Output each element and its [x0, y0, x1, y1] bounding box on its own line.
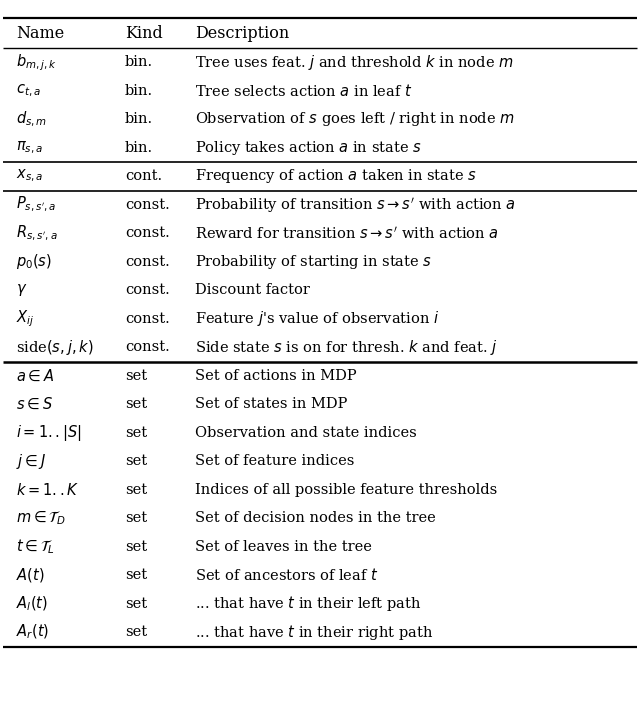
- Text: set: set: [125, 369, 147, 383]
- Text: Feature $j$'s value of observation $i$: Feature $j$'s value of observation $i$: [195, 310, 440, 329]
- Text: $A_l(t)$: $A_l(t)$: [16, 595, 48, 613]
- Text: $a \in A$: $a \in A$: [16, 368, 54, 383]
- Text: const.: const.: [125, 198, 170, 212]
- Text: Set of ancestors of leaf $t$: Set of ancestors of leaf $t$: [195, 567, 379, 583]
- Text: bin.: bin.: [125, 55, 153, 69]
- Text: set: set: [125, 568, 147, 582]
- Text: $p_0(s)$: $p_0(s)$: [16, 252, 52, 271]
- Text: Discount factor: Discount factor: [195, 283, 310, 297]
- Text: bin.: bin.: [125, 112, 153, 126]
- Text: $A_r(t)$: $A_r(t)$: [16, 623, 49, 642]
- Text: set: set: [125, 454, 147, 468]
- Text: Policy takes action $a$ in state $s$: Policy takes action $a$ in state $s$: [195, 139, 422, 157]
- Text: $k = 1..K$: $k = 1..K$: [16, 482, 79, 498]
- Text: $\gamma$: $\gamma$: [16, 282, 28, 298]
- Text: $s \in S$: $s \in S$: [16, 397, 53, 412]
- Text: const.: const.: [125, 283, 170, 297]
- Text: side$(s,j,k)$: side$(s,j,k)$: [16, 338, 93, 357]
- Text: set: set: [125, 597, 147, 611]
- Text: $x_{s,a}$: $x_{s,a}$: [16, 168, 44, 185]
- Text: $A(t)$: $A(t)$: [16, 567, 45, 584]
- Text: const.: const.: [125, 340, 170, 355]
- Text: const.: const.: [125, 255, 170, 269]
- Text: $m \in \mathcal{T}_D$: $m \in \mathcal{T}_D$: [16, 510, 66, 527]
- Text: set: set: [125, 483, 147, 497]
- Text: Set of decision nodes in the tree: Set of decision nodes in the tree: [195, 511, 436, 525]
- Text: cont.: cont.: [125, 169, 162, 183]
- Text: Frequency of action $a$ taken in state $s$: Frequency of action $a$ taken in state $…: [195, 167, 477, 185]
- Text: $d_{s,m}$: $d_{s,m}$: [16, 110, 47, 129]
- Text: Tree selects action $a$ in leaf $t$: Tree selects action $a$ in leaf $t$: [195, 83, 413, 99]
- Text: Description: Description: [195, 25, 289, 41]
- Text: $t \in \mathcal{T}_L$: $t \in \mathcal{T}_L$: [16, 538, 55, 556]
- Text: ... that have $t$ in their right path: ... that have $t$ in their right path: [195, 623, 433, 642]
- Text: Observation and state indices: Observation and state indices: [195, 425, 417, 439]
- Text: set: set: [125, 625, 147, 640]
- Text: $b_{m,j,k}$: $b_{m,j,k}$: [16, 52, 57, 72]
- Text: bin.: bin.: [125, 84, 153, 98]
- Text: $c_{t,a}$: $c_{t,a}$: [16, 83, 41, 99]
- Text: set: set: [125, 397, 147, 411]
- Text: const.: const.: [125, 226, 170, 240]
- Text: const.: const.: [125, 312, 170, 326]
- Text: Indices of all possible feature thresholds: Indices of all possible feature threshol…: [195, 483, 497, 497]
- Text: Kind: Kind: [125, 25, 163, 41]
- Text: $j \in J$: $j \in J$: [16, 452, 46, 471]
- Text: $\pi_{s,a}$: $\pi_{s,a}$: [16, 140, 43, 156]
- Text: set: set: [125, 425, 147, 439]
- Text: Side state $s$ is on for thresh. $k$ and feat. $j$: Side state $s$ is on for thresh. $k$ and…: [195, 338, 498, 357]
- Text: Probability of transition $s\rightarrow s'$ with action $a$: Probability of transition $s\rightarrow …: [195, 195, 516, 215]
- Text: $R_{s,s',a}$: $R_{s,s',a}$: [16, 224, 58, 243]
- Text: $P_{s,s',a}$: $P_{s,s',a}$: [16, 195, 56, 214]
- Text: $i=1..|S|$: $i=1..|S|$: [16, 423, 82, 443]
- Text: set: set: [125, 511, 147, 525]
- Text: Set of states in MDP: Set of states in MDP: [195, 397, 348, 411]
- Text: Name: Name: [16, 25, 64, 41]
- Text: set: set: [125, 540, 147, 554]
- Text: bin.: bin.: [125, 140, 153, 154]
- Text: Set of leaves in the tree: Set of leaves in the tree: [195, 540, 372, 554]
- Text: Observation of $s$ goes left / right in node $m$: Observation of $s$ goes left / right in …: [195, 110, 515, 128]
- Text: Set of actions in MDP: Set of actions in MDP: [195, 369, 357, 383]
- Text: Set of feature indices: Set of feature indices: [195, 454, 355, 468]
- Text: Reward for transition $s\rightarrow s'$ with action $a$: Reward for transition $s\rightarrow s'$ …: [195, 225, 499, 241]
- Text: ... that have $t$ in their left path: ... that have $t$ in their left path: [195, 595, 422, 614]
- Text: Probability of starting in state $s$: Probability of starting in state $s$: [195, 253, 433, 271]
- Text: $X_{ij}$: $X_{ij}$: [16, 308, 35, 329]
- Text: Tree uses feat. $j$ and threshold $k$ in node $m$: Tree uses feat. $j$ and threshold $k$ in…: [195, 53, 514, 72]
